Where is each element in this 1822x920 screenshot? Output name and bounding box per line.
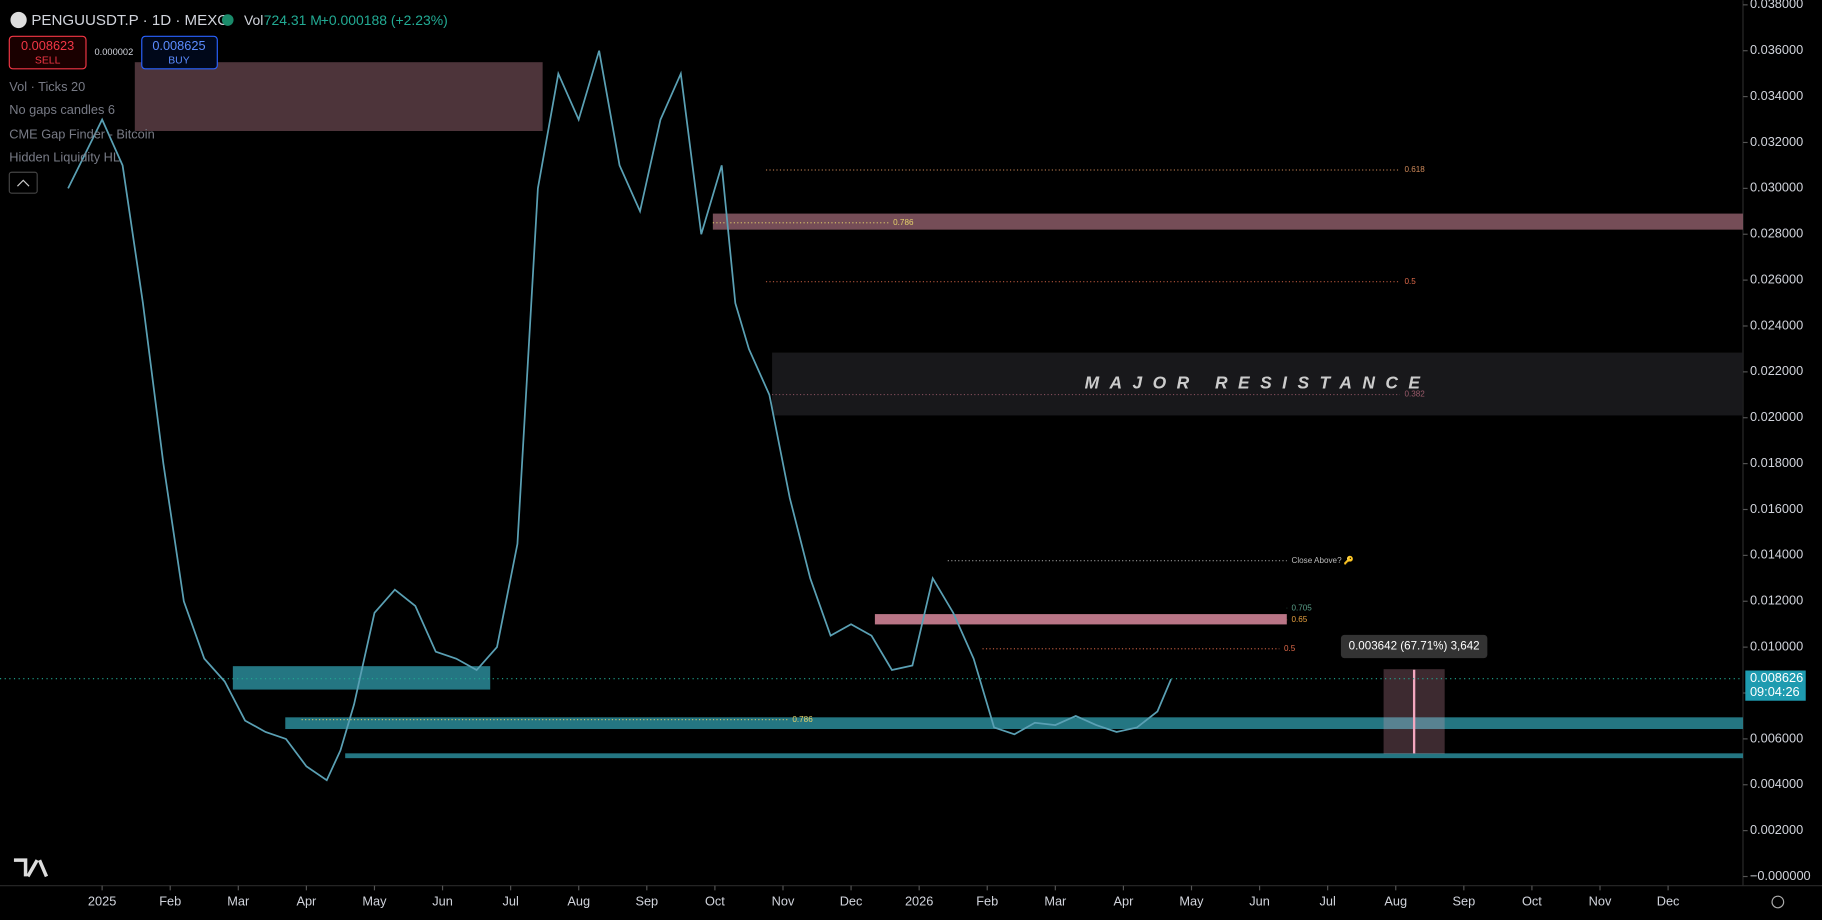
collapse-icon [17, 179, 30, 187]
indicator[interactable]: Vol · Ticks 20 [9, 79, 85, 94]
fib-label: 0.786 [893, 218, 914, 227]
y-tick-label: 0.018000 [1750, 455, 1803, 470]
last-price-label: 0.008626 [1750, 670, 1803, 685]
indicator[interactable]: No gaps candles 6 [9, 102, 115, 117]
buy-button[interactable] [141, 35, 218, 70]
x-tick-label: Nov [772, 893, 795, 908]
x-tick-label: Dec [1657, 893, 1680, 908]
x-tick-label: Mar [1044, 893, 1067, 908]
zone [232, 666, 491, 690]
y-tick-label: 0.038000 [1750, 0, 1803, 11]
x-tick-label: May [1179, 893, 1204, 908]
change: +0.000188 (+2.23%) [321, 12, 448, 28]
collapse-button[interactable] [8, 171, 38, 194]
y-tick-label: 0.010000 [1750, 639, 1803, 654]
x-tick-label: Sep [635, 893, 658, 908]
y-tick-label: 0.026000 [1750, 271, 1803, 286]
y-tick-label: 0.002000 [1750, 822, 1803, 837]
countdown: 09:04:26 [1750, 684, 1800, 699]
logo [13, 858, 49, 878]
symbol[interactable]: PENGUUSDT.P · 1D · MEXC [31, 12, 228, 29]
fib-label: 0.786 [792, 715, 813, 724]
x-tick-label: Jul [502, 893, 518, 908]
y-tick-label: 0.014000 [1750, 547, 1803, 562]
zone [712, 213, 1743, 230]
indicator[interactable]: CME Gap Finder - Bitcoin [9, 126, 154, 141]
x-tick-label: Apr [1113, 893, 1134, 908]
fib-label: 0.65 [1291, 615, 1307, 624]
y-tick-label: 0.004000 [1750, 776, 1803, 791]
fib-label: 0.705 [1291, 603, 1312, 612]
status-dot [221, 14, 234, 26]
y-tick-label: 0.034000 [1750, 88, 1803, 103]
last-price-tag [1745, 670, 1806, 701]
settings-icon[interactable] [1771, 895, 1785, 909]
x-tick-label: Apr [296, 893, 317, 908]
vol-label: Vol [244, 12, 263, 28]
fib-label: 0.5 [1284, 644, 1296, 653]
x-tick-label: Oct [1522, 893, 1542, 908]
measure-tag [1340, 634, 1488, 659]
x-tick-label: Dec [840, 893, 863, 908]
fib-label: 0.382 [1404, 390, 1425, 399]
x-tick-label: Aug [1384, 893, 1407, 908]
x-tick-label: Mar [227, 893, 250, 908]
x-tick-label: Sep [1452, 893, 1475, 908]
vol-value: 724.31 M [264, 12, 322, 28]
y-tick-label: 0.016000 [1750, 501, 1803, 516]
x-tick-label: 2025 [88, 893, 116, 908]
y-tick-label: 0.012000 [1750, 593, 1803, 608]
x-tick-label: May [362, 893, 387, 908]
y-tick-label: 0.032000 [1750, 134, 1803, 149]
measure-label: 0.003642 (67.71%) 3,642 [1349, 640, 1480, 653]
indicator[interactable]: Hidden Liquidity HL [9, 150, 120, 165]
zone [134, 62, 543, 132]
y-tick-label: 0.036000 [1750, 42, 1803, 57]
fib-label: 0.5 [1404, 277, 1416, 286]
x-tick-label: Aug [567, 893, 590, 908]
zone [285, 717, 1743, 730]
zone-label: MAJOR RESISTANCE [1085, 373, 1431, 393]
spread: 0.000002 [95, 47, 134, 57]
x-tick-label: Oct [705, 893, 725, 908]
x-tick-label: Nov [1589, 893, 1612, 908]
header: PENGUUSDT.P · 1D · MEXC Vol 724.31 M +0.… [8, 11, 1785, 909]
x-tick-label: Jul [1320, 893, 1336, 908]
zone [874, 614, 1287, 625]
sell-button[interactable] [8, 35, 87, 70]
y-tick-label: 0.030000 [1750, 180, 1803, 195]
x-tick-label: Jun [1249, 893, 1270, 908]
zone [345, 753, 1743, 759]
buy-label: BUY [168, 55, 189, 66]
sell-label: SELL [35, 55, 61, 66]
fib-label: Close Above? 🔑 [1291, 555, 1354, 566]
y-tick-label: −0.000000 [1750, 868, 1811, 883]
x-tick-label: Jun [432, 893, 453, 908]
y-tick-label: 0.022000 [1750, 363, 1803, 378]
x-tick-label: Feb [159, 893, 181, 908]
price-line [67, 50, 1172, 782]
zone [772, 352, 1743, 416]
sell-price: 0.008623 [21, 38, 74, 53]
symbol-icon [10, 11, 27, 29]
y-tick-label: 0.020000 [1750, 409, 1803, 424]
y-tick-label: 0.024000 [1750, 317, 1803, 332]
y-tick-label: 0.006000 [1750, 730, 1803, 745]
fib-label: 0.618 [1404, 165, 1425, 174]
x-tick-label: 2026 [905, 893, 933, 908]
buy-price: 0.008625 [152, 38, 205, 53]
y-tick-label: 0.028000 [1750, 226, 1803, 241]
x-tick-label: Feb [976, 893, 998, 908]
